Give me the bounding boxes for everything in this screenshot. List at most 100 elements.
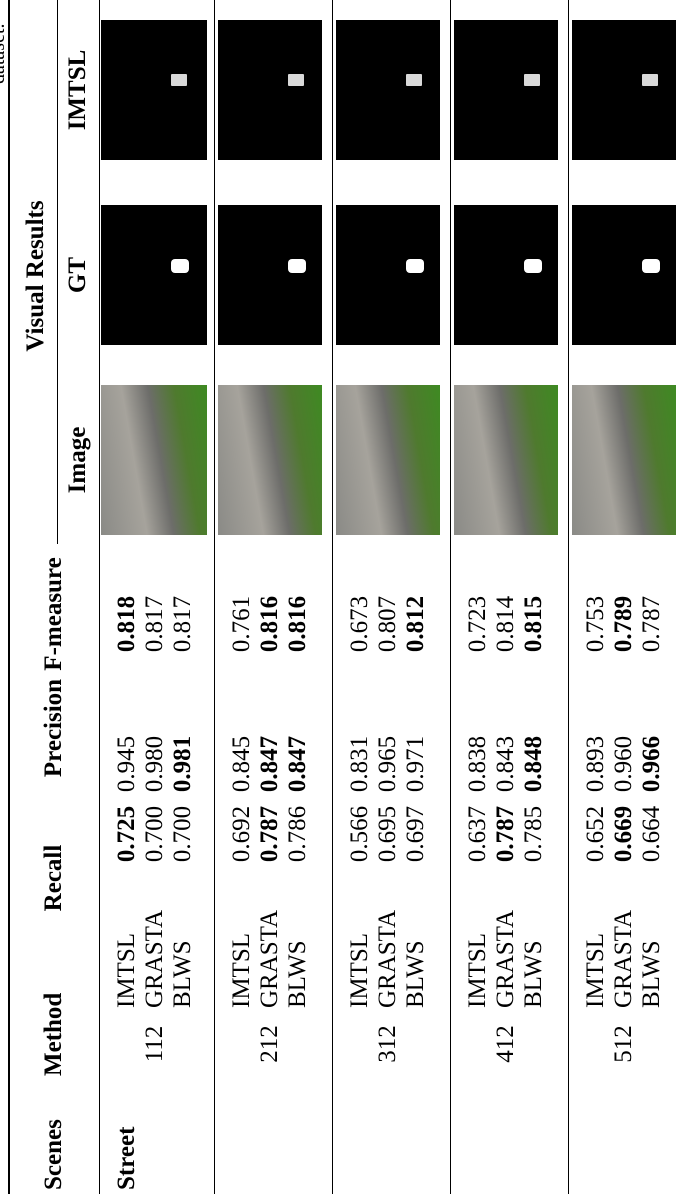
rotated-table: dataset.ScenesMethodRecallPrecisionF-mea…	[0, 0, 685, 1194]
metric-value: 0.816	[256, 596, 284, 652]
metric-value: 0.723	[464, 596, 492, 652]
metric-value: 0.785	[520, 806, 548, 862]
header-precision: Precision	[40, 679, 68, 777]
scene-image	[572, 385, 676, 535]
imtsl-mask	[454, 20, 558, 160]
metric-value: 0.848	[520, 736, 548, 792]
gt-blob	[524, 259, 542, 273]
metric-value: 0.789	[610, 596, 638, 652]
method-name: GRASTA	[256, 910, 284, 1008]
gt-mask	[454, 205, 558, 345]
imtsl-blob	[406, 74, 422, 86]
rule	[332, 0, 333, 1194]
rule	[57, 0, 58, 544]
metric-value: 0.753	[582, 596, 610, 652]
method-name: IMTSL	[582, 933, 610, 1008]
metric-value: 0.787	[256, 806, 284, 862]
header-visual-results: Visual Results	[22, 200, 50, 351]
caption: dataset.	[0, 23, 12, 84]
gt-mask	[101, 205, 207, 345]
metric-value: 0.843	[492, 736, 520, 792]
header-gt: GT	[64, 257, 92, 293]
rule	[8, 0, 10, 1194]
metric-value: 0.787	[492, 806, 520, 862]
metric-value: 0.817	[169, 596, 197, 652]
metric-value: 0.971	[402, 736, 430, 792]
imtsl-blob	[171, 74, 187, 86]
method-name: IMTSL	[464, 933, 492, 1008]
metric-value: 0.812	[402, 596, 430, 652]
scene-image	[336, 385, 440, 535]
scene-image	[454, 385, 558, 535]
metric-value: 0.725	[113, 806, 141, 862]
scene-id: 212	[256, 1025, 284, 1063]
scene-id: 112	[141, 1026, 169, 1063]
imtsl-mask	[101, 20, 207, 160]
method-name: IMTSL	[113, 933, 141, 1008]
metric-value: 0.761	[228, 596, 256, 652]
section-label: Street	[113, 1127, 141, 1190]
method-name: GRASTA	[492, 910, 520, 1008]
metric-value: 0.818	[113, 596, 141, 652]
page: dataset.ScenesMethodRecallPrecisionF-mea…	[0, 0, 685, 1194]
metric-value: 0.669	[610, 806, 638, 862]
method-name: IMTSL	[346, 933, 374, 1008]
imtsl-blob	[288, 74, 304, 86]
rule	[99, 0, 100, 1194]
metric-value: 0.893	[582, 736, 610, 792]
gt-blob	[288, 259, 306, 273]
gt-blob	[171, 259, 189, 273]
metric-value: 0.637	[464, 806, 492, 862]
scene-image	[218, 385, 322, 535]
scene-id: 512	[610, 1025, 638, 1063]
metric-value: 0.945	[113, 736, 141, 792]
metric-value: 0.966	[638, 736, 666, 792]
method-name: IMTSL	[228, 933, 256, 1008]
metric-value: 0.700	[169, 806, 197, 862]
metric-value: 0.847	[284, 736, 312, 792]
header-imtsl: IMTSL	[64, 50, 92, 131]
gt-mask	[336, 205, 440, 345]
imtsl-mask	[572, 20, 676, 160]
header-method: Method	[40, 993, 68, 1076]
gt-blob	[406, 259, 424, 273]
scene-image	[101, 385, 207, 535]
metric-value: 0.652	[582, 806, 610, 862]
metric-value: 0.697	[402, 806, 430, 862]
metric-value: 0.700	[141, 806, 169, 862]
header-f-measure: F-measure	[40, 557, 68, 670]
method-name: GRASTA	[610, 910, 638, 1008]
metric-value: 0.845	[228, 736, 256, 792]
method-name: GRASTA	[141, 910, 169, 1008]
gt-blob	[642, 259, 660, 273]
metric-value: 0.838	[464, 736, 492, 792]
rule	[450, 0, 451, 1194]
metric-value: 0.807	[374, 596, 402, 652]
metric-value: 0.695	[374, 806, 402, 862]
imtsl-mask	[336, 20, 440, 160]
metric-value: 0.815	[520, 596, 548, 652]
method-name: BLWS	[638, 940, 666, 1008]
metric-value: 0.980	[141, 736, 169, 792]
imtsl-blob	[642, 74, 658, 86]
metric-value: 0.960	[610, 736, 638, 792]
metric-value: 0.673	[346, 596, 374, 652]
metric-value: 0.664	[638, 806, 666, 862]
metric-value: 0.787	[638, 596, 666, 652]
metric-value: 0.814	[492, 596, 520, 652]
scene-id: 312	[374, 1025, 402, 1063]
metric-value: 0.981	[169, 736, 197, 792]
rule	[214, 0, 215, 1194]
metric-value: 0.965	[374, 736, 402, 792]
gt-mask	[218, 205, 322, 345]
metric-value: 0.831	[346, 736, 374, 792]
method-name: BLWS	[520, 940, 548, 1008]
method-name: GRASTA	[374, 910, 402, 1008]
imtsl-mask	[218, 20, 322, 160]
scene-id: 412	[492, 1025, 520, 1063]
metric-value: 0.566	[346, 806, 374, 862]
method-name: BLWS	[402, 940, 430, 1008]
header-scenes: Scenes	[40, 1119, 68, 1190]
metric-value: 0.847	[256, 736, 284, 792]
method-name: BLWS	[169, 940, 197, 1008]
